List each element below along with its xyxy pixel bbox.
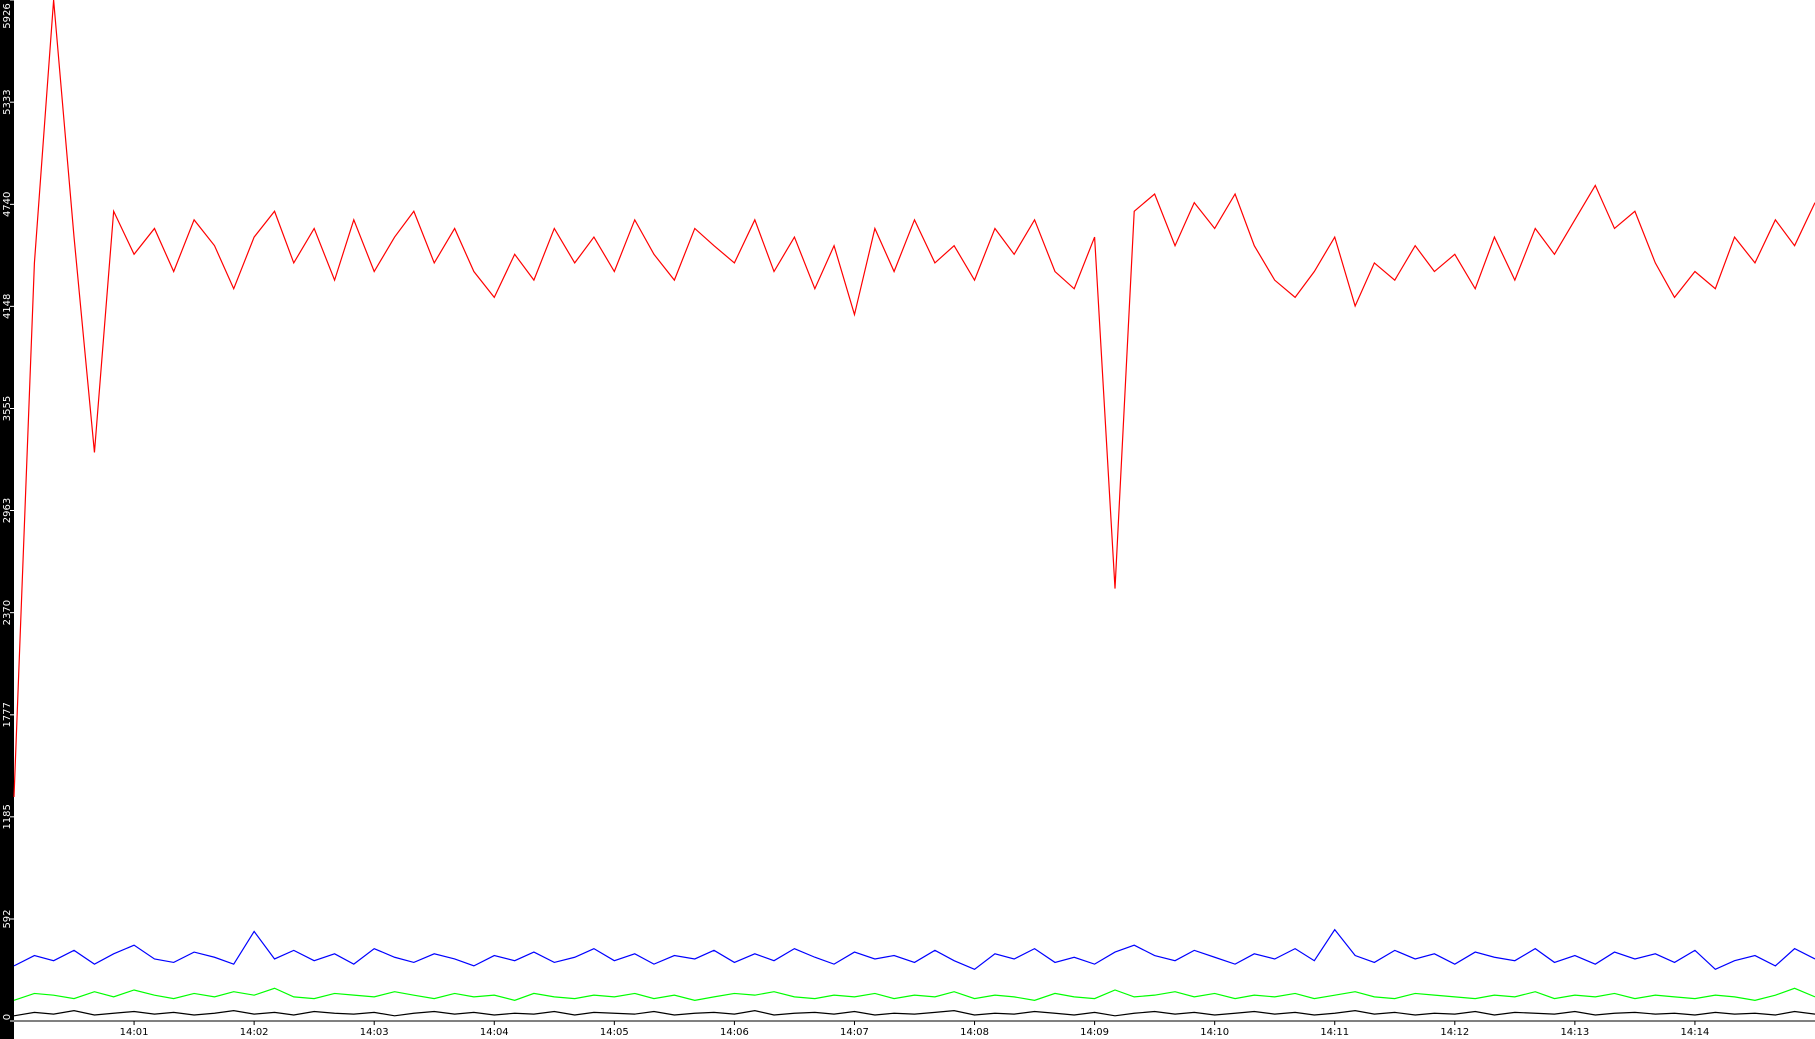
x-tick-label: 14:12 bbox=[1440, 1027, 1469, 1038]
y-tick-label: 1777 bbox=[2, 702, 13, 727]
x-tick-label: 14:06 bbox=[720, 1027, 749, 1038]
y-tick-label: 2370 bbox=[2, 600, 13, 625]
x-tick-label: 14:11 bbox=[1320, 1027, 1349, 1038]
x-tick-label: 14:05 bbox=[600, 1027, 629, 1038]
series-line bbox=[13, 928, 1815, 971]
y-tick-label: 0 bbox=[2, 1014, 13, 1020]
y-tick-label: 2963 bbox=[2, 498, 13, 523]
x-tick-label: 14:04 bbox=[480, 1027, 509, 1038]
x-tick-label: 14:09 bbox=[1080, 1027, 1109, 1038]
y-tick-label: 5333 bbox=[2, 89, 13, 114]
x-tick-label: 14:14 bbox=[1681, 1027, 1710, 1038]
y-tick-label: 4740 bbox=[2, 192, 13, 217]
x-tick-label: 14:01 bbox=[120, 1027, 149, 1038]
x-tick-label: 14:13 bbox=[1560, 1027, 1589, 1038]
y-axis-strip bbox=[0, 0, 14, 1039]
x-tick-label: 14:07 bbox=[840, 1027, 869, 1038]
y-tick-label: 5926 bbox=[2, 3, 13, 28]
y-tick-label: 4148 bbox=[2, 294, 13, 319]
y-tick-label: 1185 bbox=[2, 804, 13, 829]
series-line bbox=[13, 1010, 1815, 1017]
x-tick-label: 14:02 bbox=[240, 1027, 269, 1038]
series-line bbox=[13, 987, 1815, 1001]
y-tick-label: 3555 bbox=[2, 396, 13, 421]
x-tick-label: 14:10 bbox=[1200, 1027, 1229, 1038]
x-tick-label: 14:08 bbox=[960, 1027, 989, 1038]
series-line bbox=[13, 0, 1815, 798]
x-tick-label: 14:03 bbox=[360, 1027, 389, 1038]
y-tick-label: 592 bbox=[2, 909, 13, 928]
